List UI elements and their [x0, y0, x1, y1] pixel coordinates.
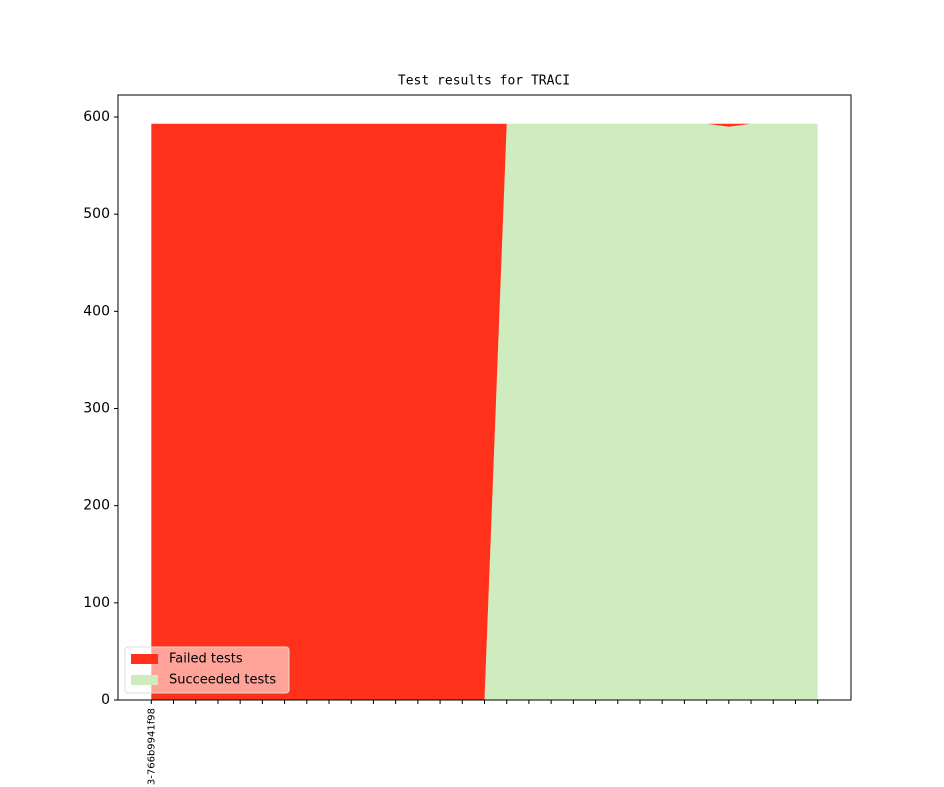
y-tick-label: 400	[83, 303, 110, 319]
legend-label: Succeeded tests	[169, 673, 276, 688]
y-tick-label: 300	[83, 401, 110, 417]
y-tick-label: 500	[83, 206, 110, 222]
area	[151, 123, 818, 701]
area	[151, 123, 818, 701]
y-tick-label: 100	[83, 595, 110, 611]
x-tick-label: 3-766b9941f98	[146, 708, 157, 785]
y-tick-label: 0	[101, 692, 110, 708]
legend-swatch	[131, 675, 158, 685]
legend-label: Failed tests	[169, 652, 243, 667]
chart-title: Test results for TRACI	[398, 74, 570, 89]
legend-swatch	[131, 654, 158, 664]
y-tick-label: 600	[83, 109, 110, 125]
y-tick-label: 200	[83, 498, 110, 514]
legend-box	[124, 646, 290, 694]
